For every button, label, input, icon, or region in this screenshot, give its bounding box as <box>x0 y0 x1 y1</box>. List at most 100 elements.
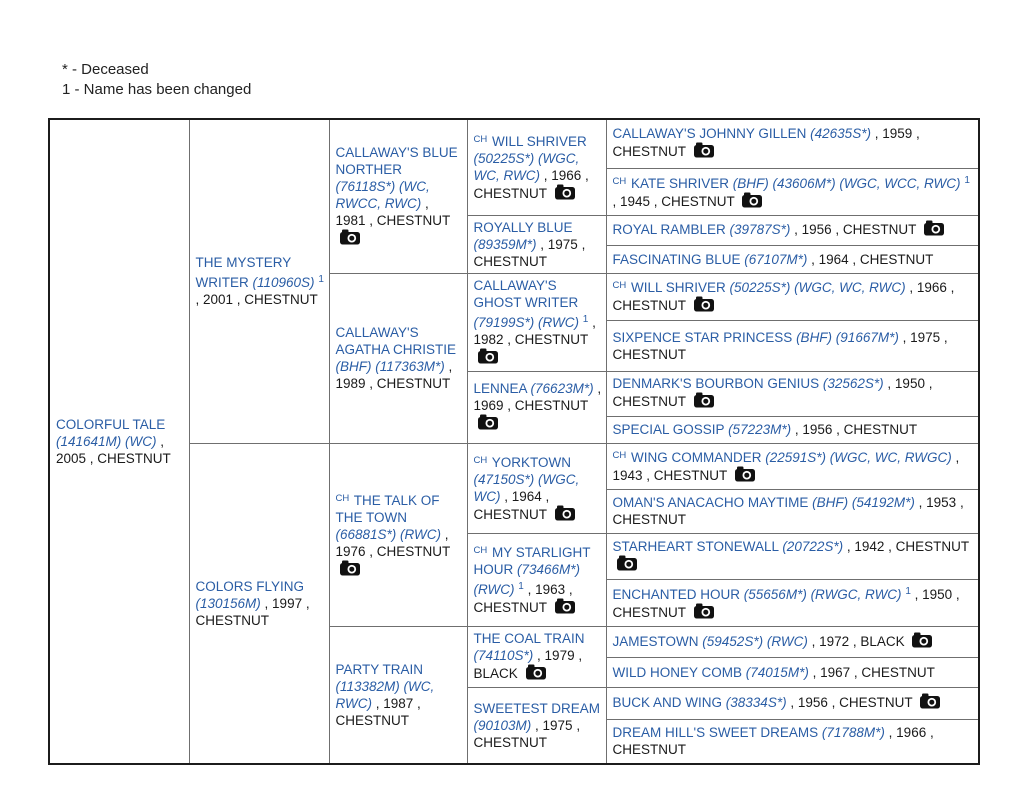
pedigree-cell: DENMARK'S BOURBON GENIUS (32562S*) , 195… <box>605 370 980 417</box>
horse-name-link[interactable]: FASCINATING BLUE <box>612 251 741 267</box>
camera-icon[interactable] <box>477 348 498 368</box>
table-row: WILD HONEY COMB (74015M*) , 1967 , CHEST… <box>49 657 980 688</box>
horse-name-link[interactable]: MY STARLIGHT HOUR <box>473 544 591 577</box>
name-changed-marker: 1 <box>518 580 524 592</box>
horse-name-link[interactable]: JAMESTOWN <box>612 633 699 649</box>
horse-name-link[interactable]: CALLAWAY'S JOHNNY GILLEN <box>612 126 807 142</box>
camera-icon[interactable] <box>554 505 575 525</box>
pedigree-cell: ROYALLY BLUE (89359M*) , 1975 , CHESTNUT <box>466 214 607 274</box>
camera-icon[interactable] <box>525 664 546 684</box>
pedigree-cell: CH MY STARLIGHT HOUR (73466M*) (RWC) 1 ,… <box>466 532 607 627</box>
champion-prefix: CH <box>473 454 488 466</box>
camera-icon[interactable] <box>339 560 360 580</box>
registration-number: (20722S*) <box>782 538 844 554</box>
year-and-color: , 1975 , CHESTNUT <box>473 236 586 269</box>
horse-name-link[interactable]: COLORFUL TALE <box>56 417 166 432</box>
pedigree-cell: CALLAWAY'S AGATHA CHRISTIE (BHF) (117363… <box>328 272 468 444</box>
registration-number: (113382M) (WC, RWC) <box>335 678 435 711</box>
horse-name-link[interactable]: ROYALLY BLUE <box>473 219 573 235</box>
pedigree-cell: WILD HONEY COMB (74015M*) , 1967 , CHEST… <box>605 657 980 688</box>
registration-number: (50225S*) (WGC, WC, RWC) <box>473 150 580 183</box>
legend-deceased: * - Deceased <box>62 61 149 78</box>
table-row: COLORFUL TALE (141641M) (WC) , 2005 , CH… <box>48 118 980 765</box>
horse-name-link[interactable]: ENCHANTED HOUR <box>612 586 741 602</box>
horse-name-link[interactable]: THE MYSTERY WRITER <box>195 255 292 291</box>
pedigree-cell: FASCINATING BLUE (67107M*) , 1964 , CHES… <box>605 244 980 274</box>
camera-icon[interactable] <box>339 229 360 249</box>
champion-prefix: CH <box>473 544 488 556</box>
horse-name-link[interactable]: KATE SHRIVER <box>631 175 730 191</box>
pedigree-cell: DREAM HILL'S SWEET DREAMS (71788M*) , 19… <box>605 718 980 765</box>
table-row: SWEETEST DREAM (90103M) , 1975 , CHESTNU… <box>49 686 980 765</box>
year-and-color: , 1975 , CHESTNUT <box>612 329 948 362</box>
registration-number: (74110S*) <box>473 647 534 663</box>
pedigree-cell: SPECIAL GOSSIP (57223M*) , 1956 , CHESTN… <box>605 415 980 444</box>
pedigree-cell: PARTY TRAIN (113382M) (WC, RWC) , 1987 ,… <box>328 625 468 765</box>
registration-number: (141641M) (WC) <box>56 434 157 449</box>
camera-icon[interactable] <box>734 466 755 486</box>
year-and-color: , 1950 , CHESTNUT <box>612 376 933 409</box>
horse-name-link[interactable]: ROYAL RAMBLER <box>612 222 726 238</box>
year-and-color: , 1953 , CHESTNUT <box>612 495 964 527</box>
camera-icon[interactable] <box>693 603 714 623</box>
horse-name-link[interactable]: CALLAWAY'S BLUE NORTHER <box>335 144 458 177</box>
horse-name-link[interactable]: DENMARK'S BOURBON GENIUS <box>612 376 820 391</box>
registration-number: (42635S*) <box>810 126 871 142</box>
pedigree-cell: CH WILL SHRIVER (50225S*) (WGC, WC, RWC)… <box>466 118 607 216</box>
year-and-color: , 1967 , CHESTNUT <box>808 664 935 680</box>
year-and-color: , 1945 , CHESTNUT <box>612 193 735 209</box>
camera-icon[interactable] <box>554 184 575 204</box>
pedigree-cell: BUCK AND WING (38334S*) , 1956 , CHESTNU… <box>605 686 980 720</box>
horse-name-link[interactable]: DREAM HILL'S SWEET DREAMS <box>612 725 819 741</box>
registration-number: (50225S*) (WGC, WC, RWC) <box>729 280 906 296</box>
camera-icon[interactable] <box>920 693 941 713</box>
registration-number: (130156M) <box>195 595 261 611</box>
horse-name-link[interactable]: CALLAWAY'S AGATHA CHRISTIE <box>335 325 457 357</box>
registration-number: (55656M*) (RWGC, RWC) <box>743 586 902 602</box>
horse-name-link[interactable]: WILL SHRIVER <box>492 133 587 149</box>
name-changed-marker: 1 <box>905 585 911 597</box>
horse-name-link[interactable]: CALLAWAY'S GHOST WRITER <box>473 277 579 310</box>
pedigree-cell: CH YORKTOWN (47150S*) (WGC, WC) , 1964 ,… <box>466 442 607 534</box>
camera-icon[interactable] <box>693 392 714 412</box>
camera-icon[interactable] <box>616 555 637 575</box>
horse-name-link[interactable]: THE COAL TRAIN <box>473 630 585 646</box>
horse-name-link[interactable]: THE TALK OF THE TOWN <box>335 492 440 525</box>
horse-name-link[interactable]: LENNEA <box>473 381 527 396</box>
horse-name-link[interactable]: WILD HONEY COMB <box>612 664 743 680</box>
camera-icon[interactable] <box>693 296 714 316</box>
year-and-color: , 1966 , CHESTNUT <box>612 725 934 758</box>
table-row: CALLAWAY'S AGATHA CHRISTIE (BHF) (117363… <box>49 272 980 444</box>
pedigree-cell: STARHEART STONEWALL (20722S*) , 1942 , C… <box>605 532 980 580</box>
table-row: PARTY TRAIN (113382M) (WC, RWC) , 1987 ,… <box>49 625 980 765</box>
horse-name-link[interactable]: STARHEART STONEWALL <box>612 538 779 554</box>
champion-prefix: CH <box>612 449 627 461</box>
horse-name-link[interactable]: YORKTOWN <box>491 454 572 470</box>
horse-name-link[interactable]: COLORS FLYING <box>195 578 305 594</box>
legend-name-changed: 1 - Name has been changed <box>62 81 252 98</box>
registration-number: (39787S*) <box>729 222 791 238</box>
horse-name-link[interactable]: PARTY TRAIN <box>335 661 424 677</box>
registration-number: (59452S*) (RWC) <box>702 633 808 649</box>
name-changed-marker: 1 <box>964 174 970 186</box>
registration-number: (57223M*) <box>728 422 792 437</box>
horse-name-link[interactable]: SIXPENCE STAR PRINCESS <box>612 329 793 345</box>
camera-icon[interactable] <box>912 632 933 652</box>
camera-icon[interactable] <box>693 142 714 162</box>
horse-name-link[interactable]: WILL SHRIVER <box>631 280 726 296</box>
camera-icon[interactable] <box>554 598 575 618</box>
table-row: ROYALLY BLUE (89359M*) , 1975 , CHESTNUT… <box>49 214 980 274</box>
camera-icon[interactable] <box>477 414 498 434</box>
horse-name-link[interactable]: WING COMMANDER <box>631 449 762 465</box>
horse-name-link[interactable]: SWEETEST DREAM <box>473 700 601 716</box>
horse-name-link[interactable]: BUCK AND WING <box>612 695 723 710</box>
horse-name-link[interactable]: SPECIAL GOSSIP <box>612 422 725 437</box>
year-and-color: , 1969 , CHESTNUT <box>473 381 602 413</box>
year-and-color: , 2005 , CHESTNUT <box>56 434 171 466</box>
pedigree-cell: ENCHANTED HOUR (55656M*) (RWGC, RWC) 1 ,… <box>605 578 980 627</box>
camera-icon[interactable] <box>923 220 944 240</box>
horse-name-link[interactable]: OMAN'S ANACACHO MAYTIME <box>612 495 809 510</box>
registration-number: (89359M*) <box>473 236 537 252</box>
registration-number: (47150S*) (WGC, WC) <box>473 471 580 504</box>
camera-icon[interactable] <box>742 192 763 212</box>
